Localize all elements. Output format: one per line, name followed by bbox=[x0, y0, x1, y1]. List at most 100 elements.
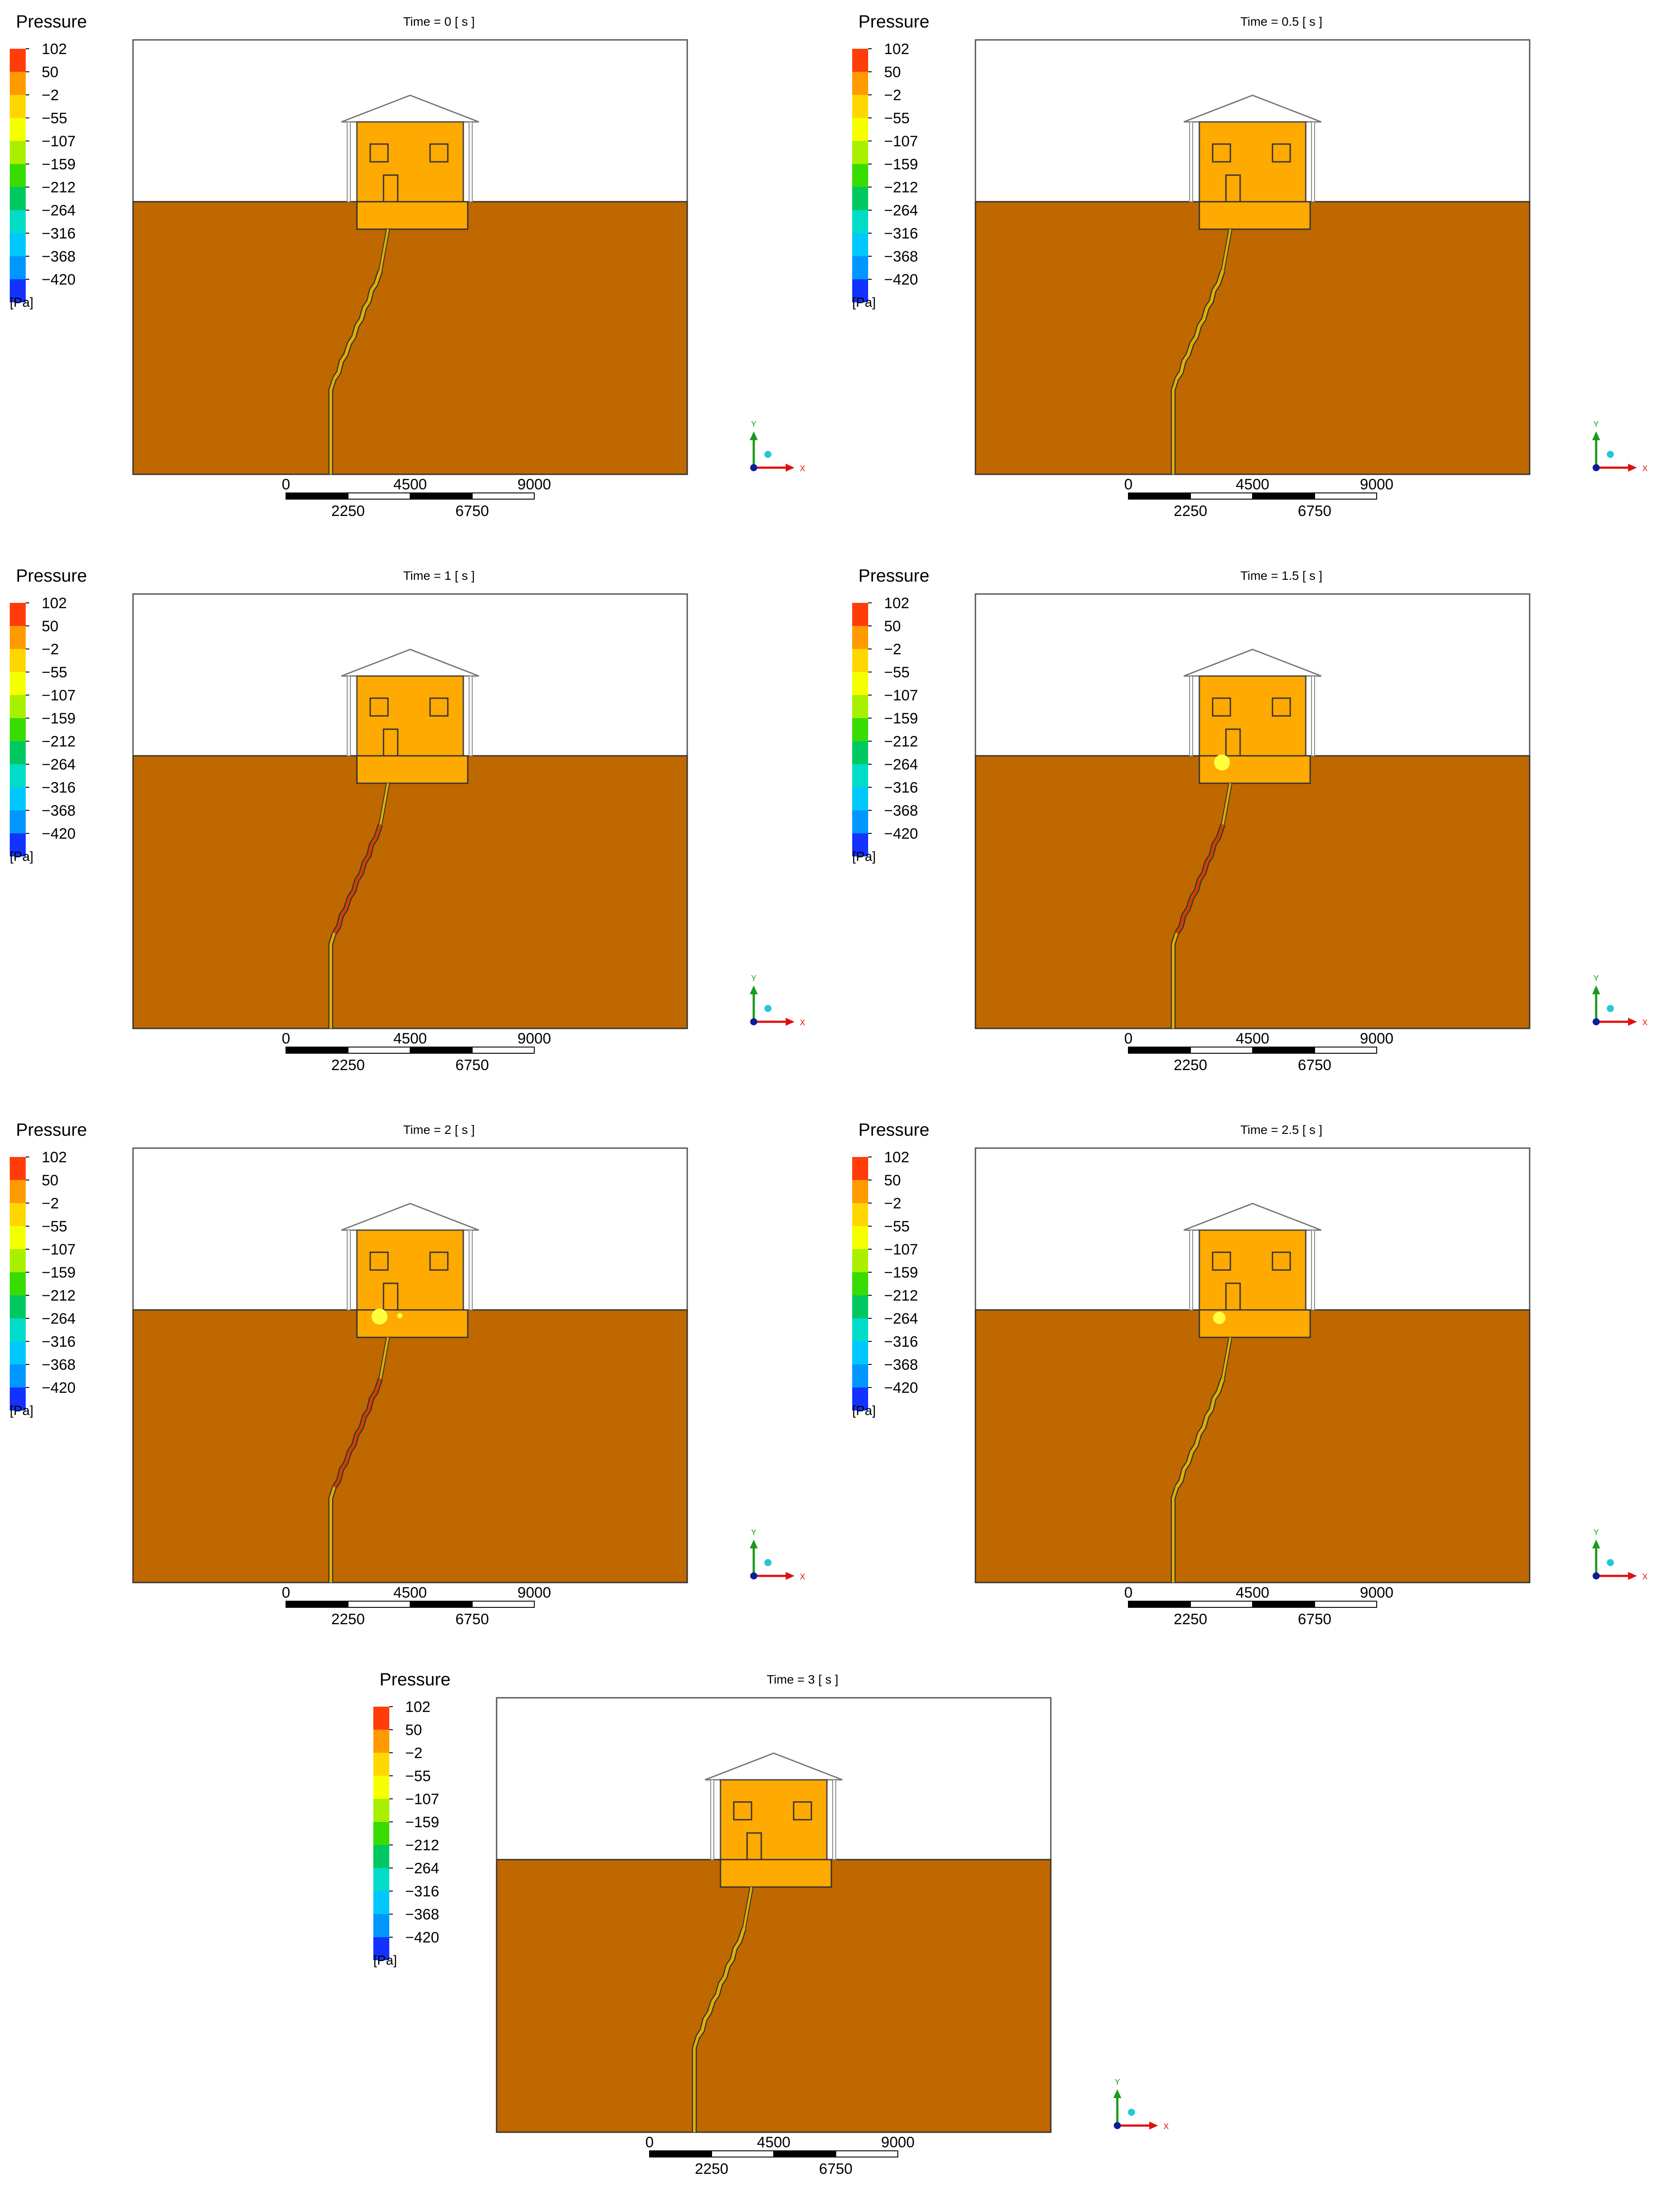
scale-segment bbox=[649, 2150, 712, 2157]
legend-swatch bbox=[373, 1937, 389, 1960]
crack bbox=[328, 229, 390, 474]
window-right bbox=[793, 1801, 812, 1821]
legend-swatch bbox=[10, 810, 26, 833]
legend-tick-label: 102 bbox=[884, 595, 909, 612]
legend-tick-label: −55 bbox=[884, 664, 910, 681]
legend-tick-label: −212 bbox=[884, 1287, 918, 1304]
legend-title: Pressure bbox=[380, 1670, 450, 1689]
scale-top-label: 0 bbox=[282, 476, 290, 493]
scale-segment bbox=[1252, 492, 1315, 500]
scale-top-label: 9000 bbox=[517, 1584, 551, 1601]
crack-upper bbox=[379, 783, 389, 825]
scale-segment bbox=[1128, 1047, 1191, 1054]
legend-swatch bbox=[852, 1203, 868, 1226]
pressure-panel-t0-5: Pressure 102 50 −2 −55 −107 −159 −212 −264 −316 −3… bbox=[842, 0, 1664, 554]
axis-triad: YX bbox=[750, 1528, 805, 1581]
scale-segment bbox=[1190, 492, 1253, 500]
legend-tick-label: 50 bbox=[884, 618, 901, 635]
legend-swatch bbox=[852, 649, 868, 672]
legend-tick-label: −212 bbox=[42, 179, 76, 196]
wall-left bbox=[347, 1230, 351, 1310]
legend-tick-label: −159 bbox=[42, 1264, 76, 1281]
legend-title: Pressure bbox=[16, 566, 87, 586]
legend-tick-label: −368 bbox=[405, 1906, 439, 1923]
wall-left bbox=[347, 676, 351, 756]
legend-swatch bbox=[852, 1318, 868, 1341]
legend-swatch bbox=[10, 187, 26, 210]
scale-segment bbox=[472, 1047, 535, 1054]
legend-tick-label: −420 bbox=[405, 1929, 439, 1946]
scale-segment bbox=[1128, 492, 1191, 500]
pressure-plume-small bbox=[397, 1313, 403, 1318]
legend-swatch bbox=[10, 1295, 26, 1318]
scale-segment bbox=[410, 492, 473, 500]
scale-top-label: 0 bbox=[1124, 476, 1133, 493]
crack-zigzag bbox=[333, 824, 382, 934]
scale-segment bbox=[1314, 1601, 1377, 1608]
legend-swatch bbox=[852, 695, 868, 718]
wall-left bbox=[1189, 121, 1193, 202]
legend-swatch bbox=[852, 256, 868, 279]
origin-dot bbox=[1593, 1018, 1600, 1025]
scale-bottom-label: 2250 bbox=[1174, 1611, 1207, 1628]
legend-tick-label: −107 bbox=[42, 133, 76, 150]
legend-swatch bbox=[852, 141, 868, 164]
house bbox=[341, 1203, 479, 1338]
legend-tick-label: −264 bbox=[405, 1860, 439, 1877]
scale-bottom-label: 6750 bbox=[819, 2161, 853, 2177]
crack bbox=[692, 1887, 754, 2132]
window-right bbox=[1272, 143, 1291, 163]
origin-dot bbox=[750, 464, 757, 471]
scale-bottom-label: 6750 bbox=[455, 1611, 489, 1628]
legend-tick-label: −159 bbox=[42, 710, 76, 727]
legend-tick-label: −55 bbox=[42, 664, 67, 681]
crack-upper bbox=[1222, 783, 1232, 825]
origin-dot bbox=[750, 1572, 757, 1579]
legend-swatch bbox=[373, 1799, 389, 1822]
time-label: Time = 3 [ s ] bbox=[767, 1673, 838, 1686]
scale-top-label: 9000 bbox=[1360, 1030, 1394, 1047]
scale-segment bbox=[1252, 1047, 1315, 1054]
wall-right bbox=[469, 676, 473, 756]
y-axis-label: Y bbox=[1594, 420, 1599, 429]
legend-tick-label: −212 bbox=[884, 179, 918, 196]
crack-upper bbox=[379, 1337, 389, 1379]
scale-top-label: 0 bbox=[1124, 1030, 1133, 1047]
legend-tick-label: −420 bbox=[42, 1380, 76, 1396]
crack bbox=[1171, 783, 1233, 1028]
scale-top-label: 9000 bbox=[517, 1030, 551, 1047]
legend-swatch bbox=[10, 741, 26, 764]
scale-top-label: 9000 bbox=[881, 2134, 915, 2151]
legend-tick-label: −420 bbox=[42, 825, 76, 842]
axis-triad: YX bbox=[750, 974, 805, 1027]
legend-tick-label: −2 bbox=[42, 641, 59, 658]
scale-top-label: 0 bbox=[1124, 1584, 1133, 1601]
panel-svg: Pressure 102 50 −2 −55 −107 −159 −212 −264 −316 −3… bbox=[852, 1120, 1648, 1628]
crack-zigzag bbox=[333, 1378, 382, 1488]
scale-top-label: 4500 bbox=[393, 1584, 427, 1601]
scale-bar: 0 4500 9000 2250 6750 bbox=[646, 2134, 915, 2177]
crack-upper bbox=[379, 229, 389, 271]
scale-bar: 0 4500 9000 2250 6750 bbox=[282, 476, 551, 520]
x-arrow-head bbox=[1149, 2122, 1158, 2130]
legend-unit: [Pa] bbox=[852, 295, 876, 310]
crack bbox=[1171, 1337, 1233, 1583]
x-arrow-head bbox=[1628, 464, 1637, 472]
scale-segment bbox=[1252, 1601, 1315, 1608]
legend-title: Pressure bbox=[858, 1120, 929, 1140]
legend-tick-label: −55 bbox=[42, 1218, 67, 1235]
legend-swatch bbox=[852, 233, 868, 256]
origin-dot bbox=[750, 1018, 757, 1025]
scale-bottom-label: 2250 bbox=[331, 1611, 365, 1628]
x-axis-label: X bbox=[800, 464, 805, 473]
scale-segment bbox=[286, 1047, 348, 1054]
wall-left bbox=[347, 121, 351, 202]
legend-swatch bbox=[373, 1730, 389, 1753]
color-legend: Pressure 102 50 −2 −55 −107 −159 −212 −264 −316 −3… bbox=[852, 1120, 929, 1418]
legend-tick-label: 102 bbox=[42, 1149, 67, 1166]
soil-region bbox=[975, 755, 1531, 1029]
legend-tick-label: −55 bbox=[42, 110, 67, 127]
legend-unit: [Pa] bbox=[10, 1403, 33, 1418]
color-legend: Pressure 102 50 −2 −55 −107 −159 −212 −264 −316 −3… bbox=[852, 566, 929, 864]
soil-region bbox=[975, 201, 1531, 475]
